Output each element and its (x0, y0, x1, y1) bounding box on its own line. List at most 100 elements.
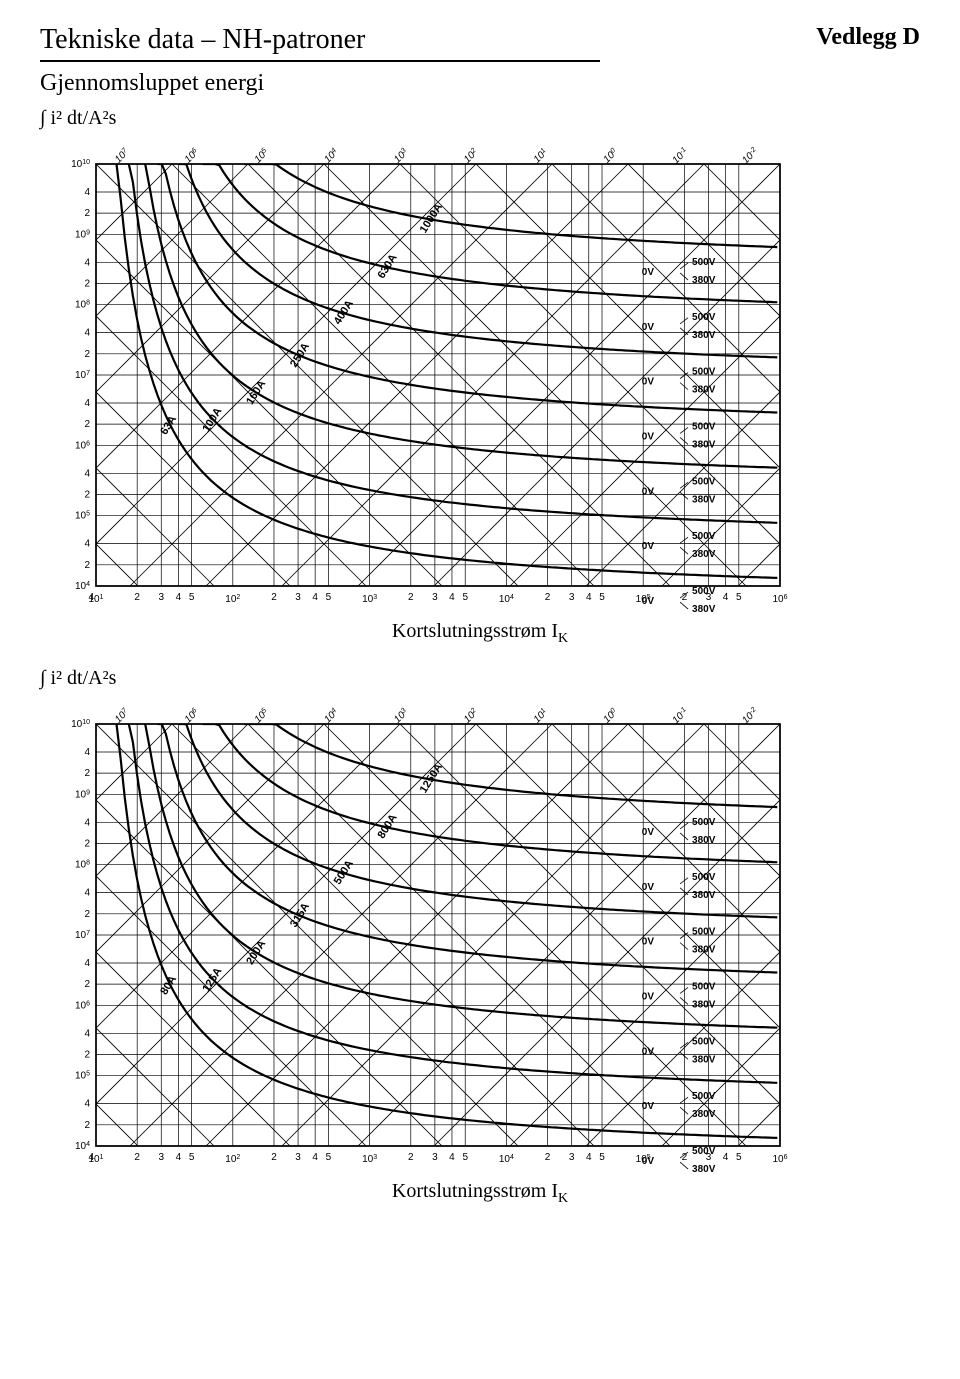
svg-text:0V: 0V (642, 322, 655, 333)
page-subtitle: Gjennomsluppet energi (40, 70, 920, 97)
svg-text:106: 106 (75, 1000, 90, 1012)
svg-text:4: 4 (176, 1152, 182, 1163)
svg-text:4: 4 (84, 817, 90, 828)
svg-text:108: 108 (75, 859, 90, 871)
svg-text:4: 4 (84, 468, 90, 479)
svg-text:5: 5 (462, 592, 468, 603)
svg-text:2: 2 (545, 1152, 551, 1163)
svg-text:104: 104 (499, 1154, 514, 1166)
svg-text:500V: 500V (692, 586, 716, 597)
svg-text:2: 2 (84, 278, 90, 289)
svg-text:380V: 380V (692, 1109, 716, 1120)
svg-text:102: 102 (462, 707, 481, 726)
svg-text:380V: 380V (692, 330, 716, 341)
svg-text:2: 2 (84, 1120, 90, 1131)
svg-text:103: 103 (362, 1154, 377, 1166)
svg-text:0V: 0V (642, 937, 655, 948)
svg-text:4: 4 (84, 398, 90, 409)
svg-text:0V: 0V (642, 377, 655, 388)
svg-text:0V: 0V (642, 1156, 655, 1167)
svg-text:380V: 380V (692, 494, 716, 505)
svg-text:1010: 1010 (71, 719, 90, 731)
svg-text:380V: 380V (692, 835, 716, 846)
svg-text:2: 2 (408, 592, 414, 603)
svg-text:0V: 0V (642, 267, 655, 278)
svg-text:380V: 380V (692, 549, 716, 560)
svg-text:104: 104 (322, 147, 341, 166)
page-title: Tekniske data – NH-patroner (40, 24, 365, 56)
svg-text:109: 109 (75, 229, 90, 241)
svg-text:10-2: 10-2 (740, 146, 760, 166)
svg-text:103: 103 (392, 147, 411, 166)
svg-text:500V: 500V (692, 367, 716, 378)
svg-text:4: 4 (84, 747, 90, 758)
svg-text:3: 3 (295, 592, 301, 603)
svg-text:2: 2 (84, 979, 90, 990)
svg-text:500V: 500V (692, 872, 716, 883)
svg-text:4: 4 (84, 257, 90, 268)
svg-text:0V: 0V (642, 991, 655, 1002)
svg-text:400A: 400A (332, 298, 356, 327)
svg-text:105: 105 (75, 510, 90, 521)
svg-text:2: 2 (134, 1152, 140, 1163)
svg-text:0V: 0V (642, 596, 655, 607)
svg-text:5: 5 (736, 592, 742, 603)
svg-text:2: 2 (682, 1152, 688, 1163)
svg-text:105: 105 (252, 707, 271, 726)
svg-text:500V: 500V (692, 1146, 716, 1157)
svg-text:3: 3 (569, 592, 575, 603)
svg-text:3: 3 (432, 1152, 438, 1163)
svg-text:380V: 380V (692, 890, 716, 901)
svg-text:4: 4 (84, 539, 90, 550)
svg-text:0V: 0V (642, 1046, 655, 1057)
svg-text:380V: 380V (692, 999, 716, 1010)
svg-text:5: 5 (189, 592, 195, 603)
svg-text:500V: 500V (692, 1091, 716, 1102)
svg-text:10-2: 10-2 (740, 706, 760, 726)
svg-text:2: 2 (84, 560, 90, 571)
svg-text:4: 4 (88, 592, 94, 603)
svg-text:3: 3 (569, 1152, 575, 1163)
svg-text:4: 4 (84, 328, 90, 339)
svg-text:4: 4 (586, 592, 592, 603)
svg-text:2: 2 (84, 349, 90, 360)
svg-text:106: 106 (182, 147, 201, 166)
svg-text:103: 103 (392, 707, 411, 726)
svg-text:5: 5 (599, 1152, 605, 1163)
svg-text:2: 2 (84, 419, 90, 430)
svg-text:4: 4 (312, 592, 318, 603)
svg-text:2: 2 (84, 768, 90, 779)
svg-text:380V: 380V (692, 275, 716, 286)
svg-text:4: 4 (84, 1099, 90, 1110)
svg-text:3: 3 (158, 1152, 164, 1163)
svg-text:107: 107 (75, 930, 90, 942)
chart-2: 1012345102234510323451042345105234510641… (50, 694, 920, 1174)
svg-text:380V: 380V (692, 945, 716, 956)
svg-text:106: 106 (182, 707, 201, 726)
svg-text:5: 5 (599, 592, 605, 603)
svg-text:107: 107 (113, 706, 133, 726)
appendix-label: Vedlegg D (816, 24, 920, 51)
svg-text:2: 2 (271, 1152, 277, 1163)
svg-text:101: 101 (531, 707, 550, 726)
svg-text:2: 2 (84, 489, 90, 500)
svg-text:3: 3 (432, 592, 438, 603)
svg-text:380V: 380V (692, 604, 716, 614)
svg-text:4: 4 (84, 958, 90, 969)
svg-text:500V: 500V (692, 421, 716, 432)
svg-text:500V: 500V (692, 257, 716, 268)
svg-text:107: 107 (75, 370, 90, 382)
svg-text:500V: 500V (692, 1036, 716, 1047)
svg-text:105: 105 (252, 147, 271, 166)
svg-text:380V: 380V (692, 385, 716, 396)
svg-text:2: 2 (84, 838, 90, 849)
svg-text:2: 2 (84, 1049, 90, 1060)
svg-text:3: 3 (158, 592, 164, 603)
svg-text:2: 2 (682, 592, 688, 603)
svg-text:101: 101 (531, 147, 550, 166)
svg-text:105: 105 (75, 1070, 90, 1082)
svg-text:500V: 500V (692, 312, 716, 323)
svg-text:380V: 380V (692, 439, 716, 450)
svg-text:250A: 250A (288, 341, 312, 370)
svg-text:109: 109 (75, 789, 90, 801)
